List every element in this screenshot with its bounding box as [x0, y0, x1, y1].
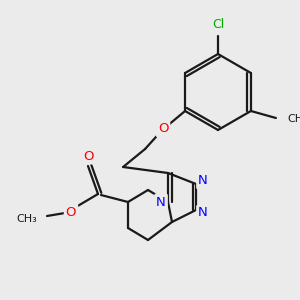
- Text: O: O: [158, 122, 168, 136]
- Text: CH₃: CH₃: [16, 214, 37, 224]
- Text: O: O: [66, 206, 76, 218]
- Text: N: N: [198, 206, 208, 220]
- Text: Cl: Cl: [212, 19, 224, 32]
- Text: CH₃: CH₃: [287, 114, 300, 124]
- Text: N: N: [156, 196, 166, 208]
- Text: N: N: [198, 175, 208, 188]
- Text: O: O: [83, 149, 93, 163]
